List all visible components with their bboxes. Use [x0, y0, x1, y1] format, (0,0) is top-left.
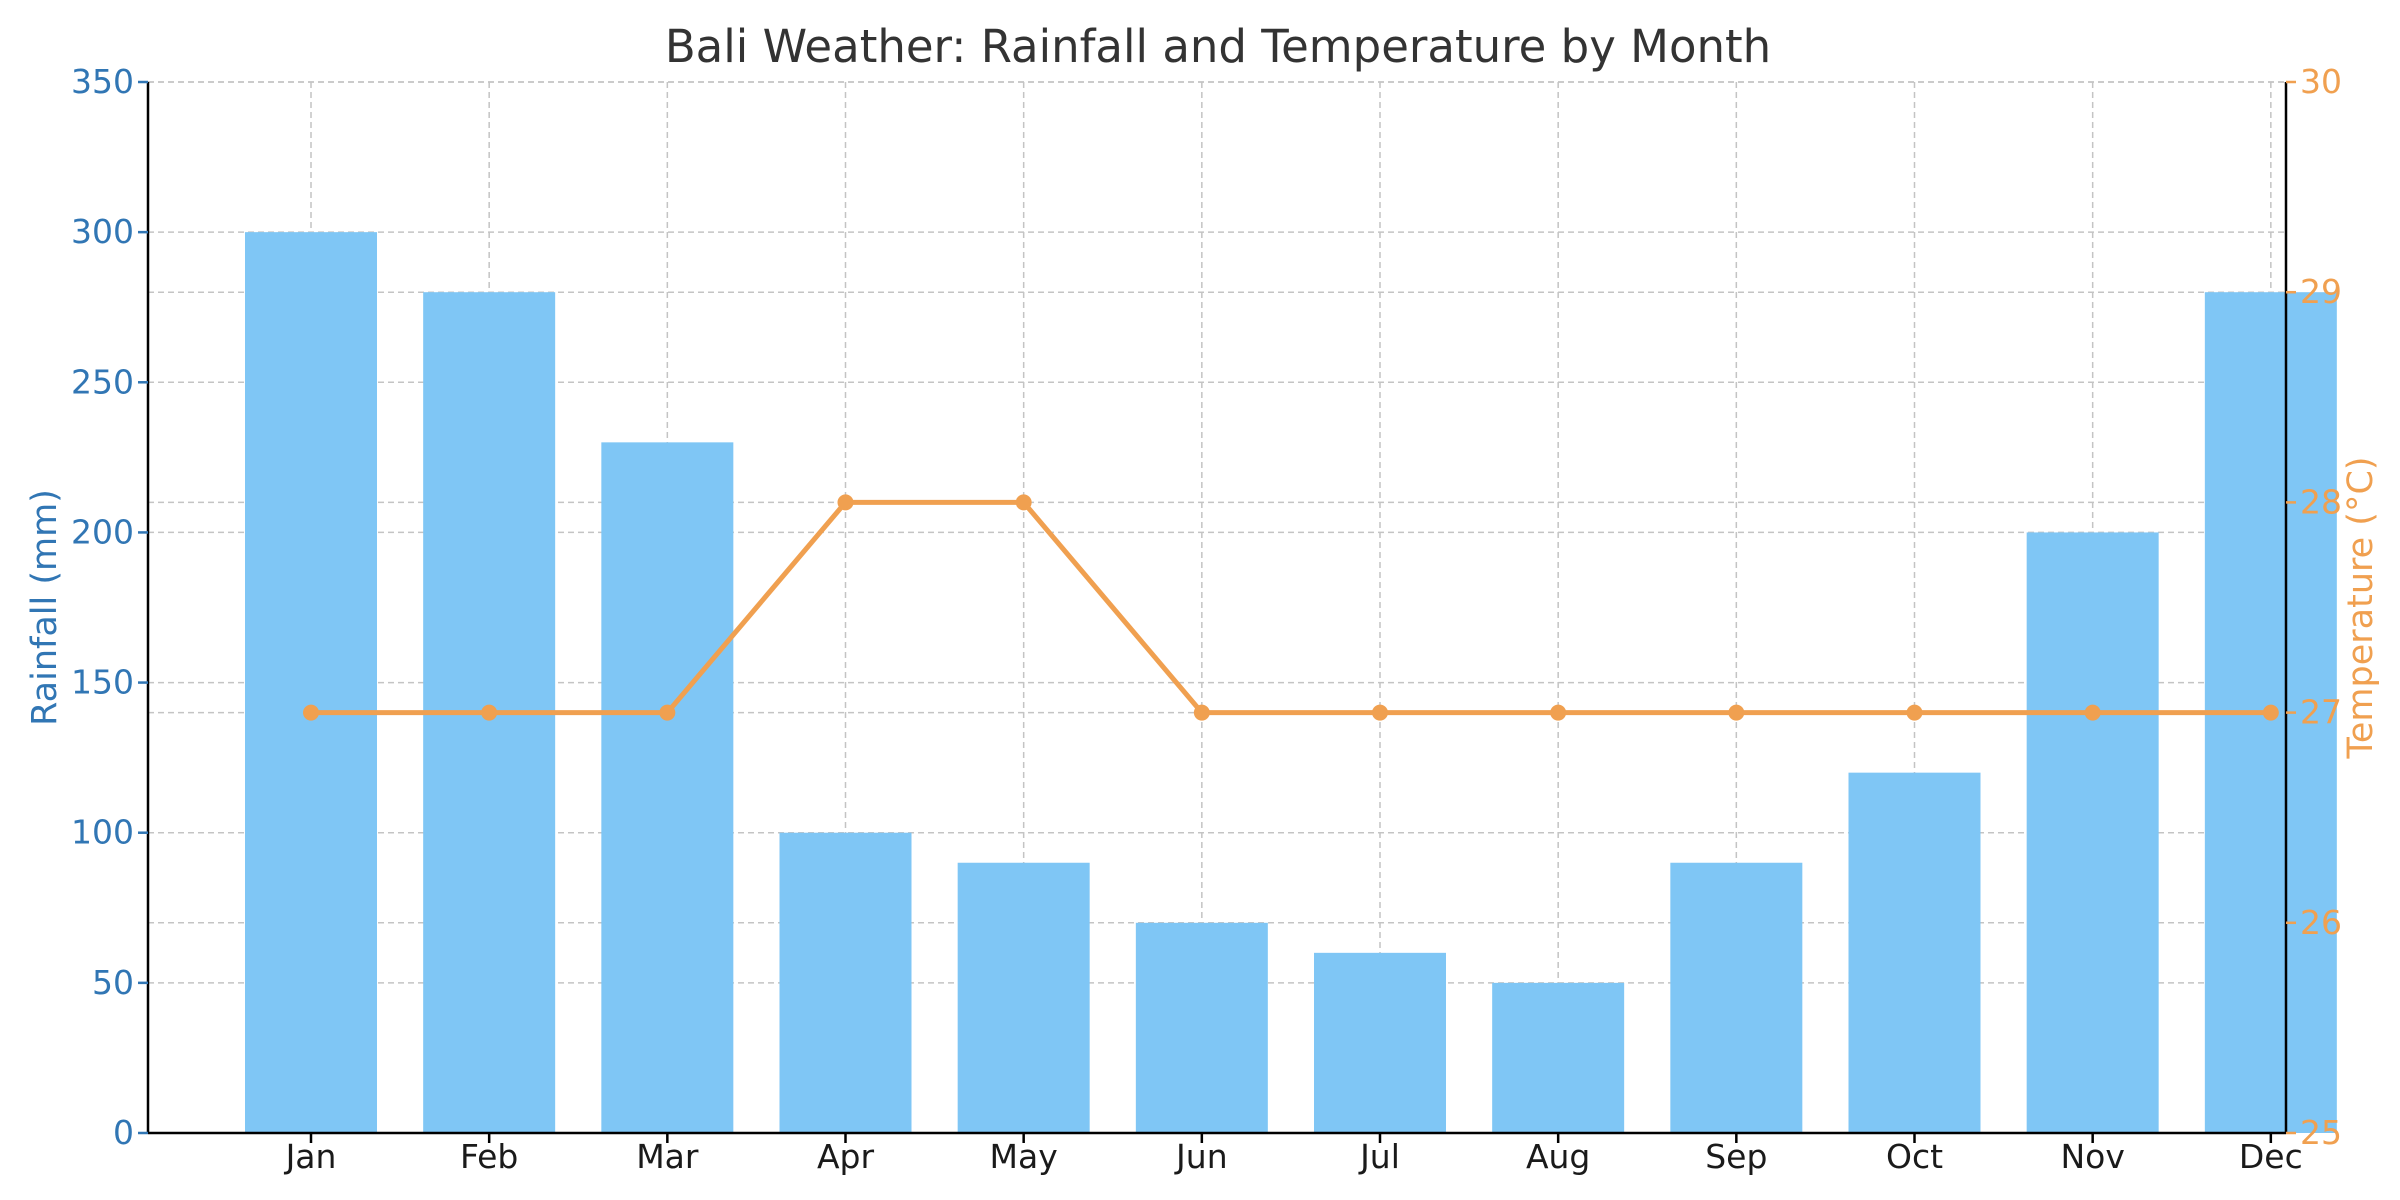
x-tick-label-feb: Feb — [460, 1137, 518, 1176]
temperature-point-apr — [837, 494, 854, 511]
rainfall-bar-aug — [1492, 982, 1625, 1133]
rainfall-bar-jan — [245, 232, 377, 1134]
line-layer — [303, 494, 2279, 721]
right-tick-label: 27 — [2300, 693, 2342, 732]
right-tick-label: 28 — [2300, 482, 2342, 521]
right-tick-label: 25 — [2300, 1113, 2342, 1152]
axes-layer — [138, 80, 2296, 1143]
x-tick-label-jan: Jan — [284, 1137, 337, 1176]
bars-layer — [245, 232, 2337, 1134]
left-tick-label: 0 — [113, 1113, 134, 1152]
temperature-point-aug — [1550, 704, 1567, 721]
temperature-point-jan — [303, 704, 319, 721]
chart-title: Bali Weather: Rainfall and Temperature b… — [665, 20, 1771, 73]
temperature-point-oct — [1906, 704, 1923, 721]
x-tick-label-sep: Sep — [1705, 1137, 1767, 1176]
x-tick-label-dec: Dec — [2239, 1137, 2303, 1176]
temperature-point-mar — [659, 704, 676, 721]
rainfall-bar-jul — [1314, 952, 1446, 1133]
rainfall-bar-jun — [1135, 922, 1268, 1133]
temperature-line — [308, 499, 2274, 716]
x-tick-label-oct: Oct — [1886, 1137, 1943, 1176]
x-tick-label-jun: Jun — [1174, 1137, 1228, 1176]
left-tick-label: 350 — [71, 62, 134, 101]
temperature-point-may — [1015, 494, 1032, 511]
right-tick-label: 29 — [2300, 272, 2342, 311]
rainfall-bar-nov — [2026, 532, 2159, 1133]
rainfall-bar-mar — [601, 442, 734, 1133]
right-tick-label: 26 — [2300, 903, 2342, 942]
temperature-point-feb — [481, 704, 498, 721]
x-tick-label-aug: Aug — [1526, 1137, 1590, 1176]
temperature-point-sep — [1728, 704, 1745, 721]
labels-layer: 0 50 100 150 200 250 300 350 25 26 27 28 29 30 Jan Feb M… — [25, 62, 2381, 1176]
left-tick-label: 300 — [71, 212, 134, 251]
temperature-point-jun — [1193, 704, 1210, 721]
left-tick-label: 150 — [71, 663, 134, 702]
temperature-point-nov — [2084, 704, 2101, 721]
x-tick-label-jul: Jul — [1358, 1137, 1400, 1176]
left-tick-label: 50 — [92, 963, 134, 1002]
right-axis-title: Temperature (°C) — [2341, 456, 2381, 759]
rainfall-bar-may — [957, 862, 1090, 1133]
left-tick-label: 200 — [71, 512, 134, 551]
left-axis-title: Rainfall (mm) — [25, 489, 65, 726]
x-tick-label-nov: Nov — [2060, 1137, 2124, 1176]
right-tick-label: 30 — [2300, 62, 2342, 101]
left-tick-label: 250 — [71, 362, 134, 401]
rainfall-bar-apr — [779, 832, 912, 1133]
x-tick-label-apr: Apr — [817, 1137, 875, 1176]
rainfall-bar-sep — [1670, 862, 1803, 1133]
temperature-point-dec — [2262, 704, 2279, 721]
x-tick-label-mar: Mar — [636, 1137, 699, 1176]
rainfall-bar-oct — [1848, 772, 1981, 1133]
x-tick-label-may: May — [990, 1137, 1058, 1176]
left-tick-label: 100 — [71, 813, 134, 852]
temperature-point-jul — [1372, 704, 1388, 721]
